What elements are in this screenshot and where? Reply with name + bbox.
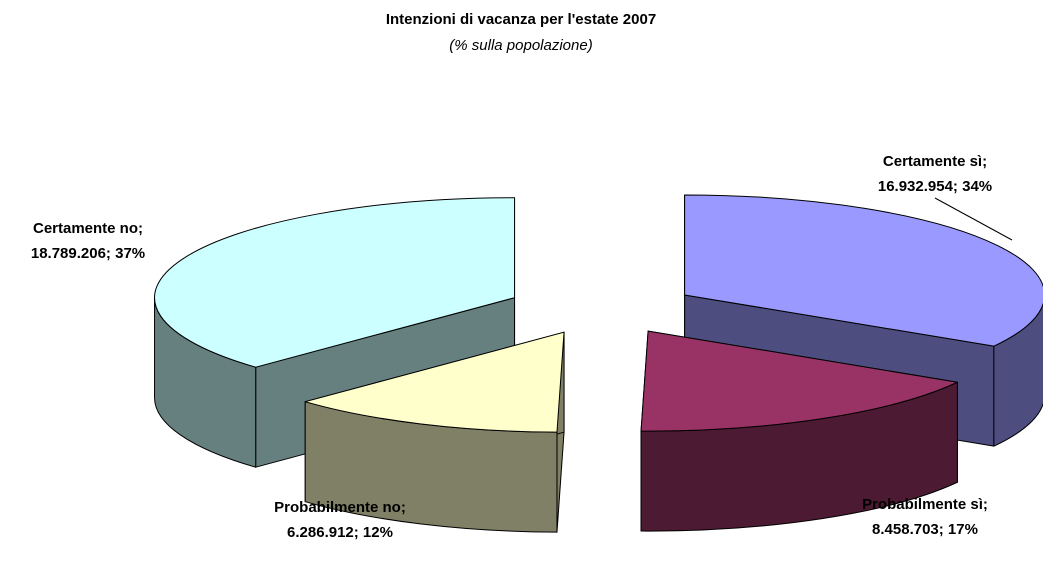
data-label-name: Probabilmente sì; [862, 496, 988, 513]
data-label: 6.286.912; 12% [287, 524, 393, 541]
pie [154, 194, 1043, 533]
data-label-name: Certamente no; [33, 220, 143, 237]
chart-title: Intenzioni di vacanza per l'estate 2007 [386, 11, 656, 28]
chart-subtitle: (% sulla popolazione) [449, 37, 592, 54]
data-label: 18.789.206; 37% [31, 245, 145, 262]
slice [304, 331, 565, 433]
slice [154, 197, 516, 368]
slice [684, 194, 1043, 347]
data-label: 16.932.954; 34% [878, 178, 992, 195]
slice [640, 330, 958, 432]
data-label-name: Certamente sì; [883, 153, 987, 170]
leader-line [934, 197, 1013, 241]
data-label-name: Probabilmente no; [274, 499, 406, 516]
data-label: 8.458.703; 17% [872, 521, 978, 538]
